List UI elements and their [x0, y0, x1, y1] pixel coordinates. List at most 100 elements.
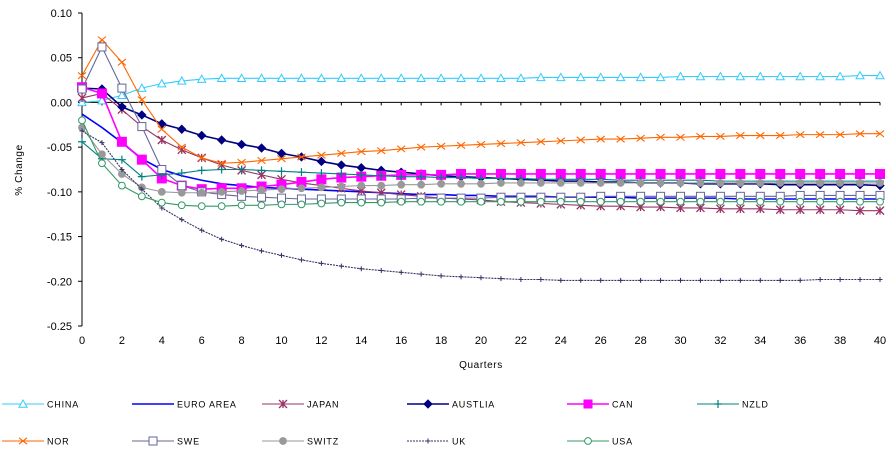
- series-switz: [78, 123, 884, 197]
- data-point: [518, 276, 524, 282]
- data-point: [276, 148, 287, 159]
- data-point: [875, 206, 885, 216]
- data-point: [417, 180, 426, 189]
- data-point: [338, 263, 344, 269]
- data-point: [98, 150, 106, 159]
- data-point: [796, 179, 805, 187]
- data-point: [656, 179, 665, 187]
- data-point: [755, 131, 765, 140]
- data-point: [496, 73, 506, 82]
- data-point: [777, 277, 783, 283]
- x-tick-label: 4: [159, 335, 165, 347]
- data-point: [856, 197, 864, 206]
- y-tick-label: -0.05: [47, 142, 72, 154]
- data-point: [676, 197, 685, 206]
- data-point: [236, 73, 247, 82]
- legend-entry: AUSTLIA: [407, 399, 494, 410]
- data-point: [137, 83, 147, 92]
- data-point: [217, 159, 226, 167]
- data-point: [638, 277, 644, 283]
- data-point: [616, 197, 625, 206]
- data-point: [875, 130, 885, 138]
- data-point: [18, 437, 28, 445]
- data-point: [317, 169, 326, 178]
- data-point: [678, 277, 683, 283]
- data-point: [277, 167, 286, 176]
- data-point: [457, 179, 465, 188]
- data-point: [456, 141, 466, 149]
- data-point: [277, 185, 286, 194]
- x-tick-label: 26: [595, 335, 607, 347]
- y-tick-label: 0.00: [51, 97, 72, 109]
- x-tick-label: 32: [714, 335, 726, 347]
- data-point: [716, 132, 725, 141]
- data-point: [117, 102, 127, 112]
- legend-entry: USA: [567, 437, 632, 447]
- data-point: [318, 260, 324, 266]
- data-point: [357, 198, 366, 207]
- data-point: [476, 140, 486, 149]
- legend-entry: CAN: [567, 399, 633, 410]
- x-tick-label: 6: [199, 335, 205, 347]
- data-point: [77, 97, 87, 107]
- data-point: [358, 266, 364, 272]
- data-point: [337, 169, 346, 178]
- data-point: [715, 168, 726, 179]
- legend-entry: NZLD: [697, 400, 768, 410]
- x-tick-label: 20: [475, 335, 487, 347]
- data-point: [438, 273, 444, 279]
- data-point: [795, 130, 805, 139]
- legend-label: SWE: [177, 437, 200, 447]
- data-point: [77, 84, 87, 94]
- x-tick-label: 12: [315, 335, 327, 347]
- legend-entry: SWITZ: [262, 437, 338, 447]
- data-point: [517, 179, 525, 187]
- data-point: [836, 179, 844, 187]
- data-point: [815, 205, 825, 215]
- data-point: [558, 277, 564, 283]
- data-point: [598, 277, 604, 283]
- data-point: [538, 276, 544, 282]
- data-point: [583, 399, 593, 409]
- data-point: [137, 192, 146, 201]
- data-point: [98, 159, 106, 168]
- data-point: [356, 147, 366, 156]
- data-point: [775, 168, 786, 179]
- data-point: [596, 179, 605, 187]
- data-point: [876, 179, 884, 187]
- data-point: [197, 154, 207, 162]
- data-point: [356, 163, 367, 173]
- ticks: 0.100.050.00-0.05-0.10-0.15-0.20-0.250 2 4…: [47, 8, 886, 347]
- data-point: [336, 160, 347, 170]
- data-point: [137, 96, 147, 104]
- data-point: [277, 155, 286, 163]
- data-point: [97, 42, 107, 52]
- data-point: [157, 125, 167, 133]
- data-point: [815, 168, 826, 179]
- data-point: [157, 135, 167, 145]
- data-point: [497, 197, 505, 206]
- data-point: [536, 138, 546, 146]
- x-tick-label: 16: [395, 335, 407, 347]
- data-point: [496, 139, 506, 148]
- data-point: [636, 179, 645, 187]
- data-point: [576, 197, 585, 206]
- data-point: [257, 186, 266, 194]
- data-point: [715, 204, 725, 214]
- data-point: [197, 166, 206, 175]
- data-point: [695, 71, 706, 81]
- x-tick-label: 34: [754, 335, 766, 347]
- legend-label: JAPAN: [307, 400, 339, 410]
- legend-entry: EURO AREA: [132, 400, 237, 410]
- data-point: [236, 139, 247, 150]
- x-tick-label: 22: [515, 335, 527, 347]
- data-point: [815, 71, 825, 81]
- data-point: [755, 168, 766, 179]
- data-point: [616, 179, 625, 187]
- data-point: [536, 197, 545, 206]
- legend-label: EURO AREA: [177, 400, 237, 410]
- data-point: [457, 197, 465, 206]
- data-point: [776, 179, 785, 187]
- data-point: [425, 438, 431, 444]
